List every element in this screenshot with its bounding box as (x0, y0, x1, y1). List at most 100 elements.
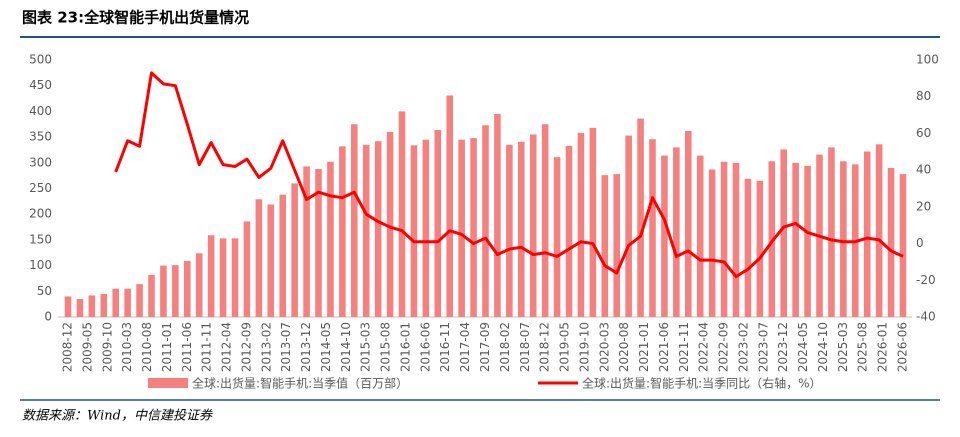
bar (649, 139, 656, 317)
x-tick-label: 2016-06 (418, 322, 432, 372)
x-tick-label: 2021-01 (637, 322, 651, 372)
x-tick-label: 2011-11 (200, 322, 214, 372)
x-tick-label: 2010-08 (140, 322, 154, 372)
x-tick-label: 2020-08 (617, 322, 631, 372)
x-tick-label: 2013-12 (299, 322, 313, 372)
bar (887, 167, 895, 317)
bar (124, 288, 131, 317)
bar (553, 157, 561, 317)
x-tick-label: 2015-08 (379, 322, 393, 372)
x-tick-label: 2016-11 (438, 322, 452, 372)
bar (219, 238, 227, 317)
y2-tick-label: 20 (916, 199, 931, 213)
bar (780, 149, 787, 317)
bar (327, 161, 334, 317)
bar (720, 161, 728, 317)
y2-tick-label: 0 (916, 236, 924, 250)
bar (100, 293, 108, 317)
bar (160, 265, 167, 317)
bar (661, 155, 668, 317)
y2-tick-label: 80 (916, 89, 931, 103)
bar (339, 146, 346, 317)
bar (291, 183, 298, 317)
bar (422, 139, 430, 317)
bar (494, 113, 501, 317)
x-tick-label: 2009-05 (80, 322, 94, 372)
bar (136, 284, 143, 317)
bar (732, 162, 740, 317)
x-tick-label: 2018-02 (498, 322, 512, 372)
x-tick-label: 2026-06 (896, 322, 910, 372)
legend-swatch (148, 378, 188, 388)
x-tick-label: 2025-03 (836, 322, 850, 372)
x-tick-label: 2017-04 (458, 322, 472, 372)
bar (744, 178, 752, 317)
bar (64, 296, 72, 317)
x-tick-label: 2010-03 (120, 322, 134, 372)
bar (518, 141, 525, 317)
bar (756, 180, 764, 317)
bar (112, 288, 119, 317)
x-tick-label: 2024-05 (796, 322, 810, 372)
x-tick-label: 2023-12 (776, 322, 790, 372)
y-tick-label: 400 (29, 104, 52, 118)
y2-tick-label: 100 (916, 53, 939, 67)
y2-tick-label: -40 (916, 310, 936, 324)
bar (148, 274, 155, 317)
bar (410, 145, 418, 317)
bar (577, 132, 585, 317)
bar (446, 95, 453, 317)
bar (303, 166, 310, 317)
x-tick-label: 2026-01 (876, 322, 890, 372)
x-tick-label: 2016-01 (398, 322, 412, 372)
bar (88, 295, 96, 317)
bar (565, 145, 573, 317)
y2-tick-label: 60 (916, 126, 931, 140)
y-tick-label: 100 (29, 258, 52, 272)
bar (529, 134, 537, 317)
bar (351, 124, 358, 317)
x-tick-label: 2019-10 (577, 322, 591, 372)
x-tick-label: 2022-04 (697, 322, 711, 372)
x-tick-label: 2025-08 (856, 322, 870, 372)
bar (362, 144, 370, 317)
bar (589, 127, 597, 318)
bar (708, 169, 716, 317)
bar (685, 130, 692, 317)
chart-title: 图表 23:全球智能手机出货量情况 (22, 9, 249, 27)
bar (207, 235, 215, 317)
bar (267, 204, 275, 317)
bar (482, 125, 489, 317)
x-tick-label: 2009-10 (100, 322, 114, 372)
x-tick-label: 2012-09 (239, 322, 253, 372)
x-tick-label: 2019-05 (558, 322, 572, 372)
x-tick-label: 2015-03 (359, 322, 373, 372)
bar (875, 144, 883, 317)
x-tick-label: 2011-01 (160, 322, 174, 372)
bar (470, 138, 477, 317)
bar (625, 135, 632, 317)
x-tick-label: 2018-12 (538, 322, 552, 372)
bar (673, 147, 680, 317)
x-tick-label: 2023-07 (756, 322, 770, 372)
x-tick-label: 2013-02 (259, 322, 273, 372)
bar (195, 253, 203, 317)
x-tick-label: 2011-06 (180, 322, 194, 372)
bar (374, 141, 382, 317)
bar (184, 260, 191, 317)
y-tick-label: 150 (29, 232, 52, 246)
bar (840, 161, 847, 317)
bar (506, 144, 513, 317)
bar (279, 194, 286, 317)
bar (231, 238, 239, 317)
bar (541, 124, 549, 317)
bar (386, 131, 394, 317)
legend-label: 全球:出货量:智能手机:当季值（百万部） (192, 376, 408, 391)
bar (899, 174, 907, 317)
x-tick-label: 2022-09 (717, 322, 731, 372)
bar (76, 299, 84, 317)
line (114, 71, 904, 279)
y2-tick-label: 40 (916, 163, 931, 177)
y-tick-label: 50 (37, 284, 52, 298)
bar (768, 161, 776, 317)
